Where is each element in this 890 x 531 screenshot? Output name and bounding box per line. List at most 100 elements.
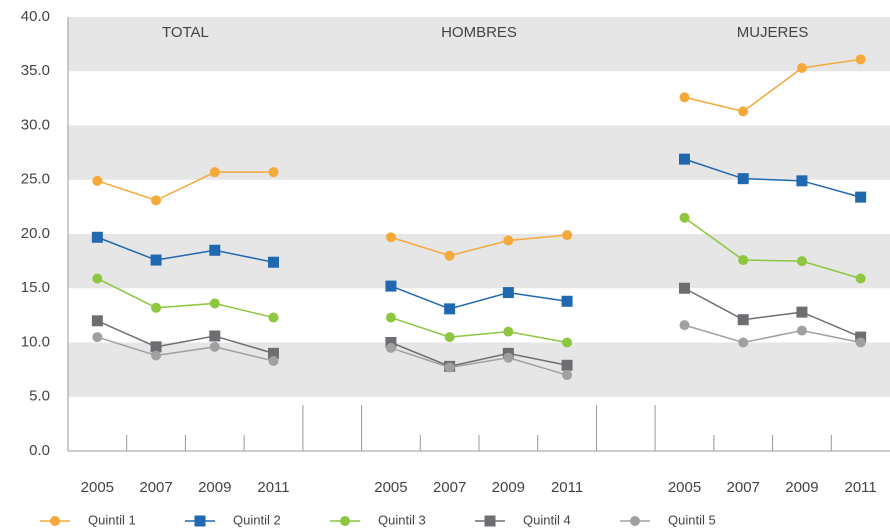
- point: [92, 273, 103, 284]
- legend-label: Quintil 2: [233, 512, 281, 527]
- point: [679, 320, 690, 331]
- x-tick-label: 2005: [81, 479, 114, 496]
- point: [562, 370, 573, 381]
- legend-marker: [50, 516, 60, 526]
- x-tick-label: 2007: [727, 479, 760, 496]
- point: [796, 62, 807, 73]
- point: [855, 54, 866, 65]
- point: [209, 330, 221, 342]
- point: [444, 362, 455, 373]
- grid-band: [68, 17, 890, 72]
- y-tick-label: 30.0: [21, 116, 50, 133]
- point: [209, 341, 220, 352]
- legend-marker: [340, 516, 350, 526]
- point: [502, 287, 514, 299]
- point: [737, 314, 749, 326]
- x-tick-label: 2011: [551, 479, 583, 496]
- x-tick-label: 2009: [198, 479, 231, 496]
- point: [385, 232, 396, 243]
- point: [385, 342, 396, 353]
- legend-label: Quintil 5: [668, 512, 716, 527]
- point: [679, 92, 690, 103]
- legend-marker: [630, 516, 640, 526]
- grid-band: [68, 234, 890, 289]
- point: [151, 195, 162, 206]
- group-label: TOTAL: [162, 24, 209, 41]
- legend-marker: [484, 515, 496, 527]
- point: [444, 250, 455, 261]
- series-line: [97, 324, 861, 376]
- point: [385, 337, 397, 348]
- point: [268, 312, 279, 323]
- point: [738, 337, 749, 348]
- point: [679, 282, 690, 294]
- y-tick-label: 5.0: [29, 388, 50, 405]
- point: [855, 273, 866, 284]
- point: [385, 280, 397, 292]
- point: [855, 331, 867, 343]
- grid-band: [68, 125, 890, 180]
- y-tick-label: 20.0: [21, 225, 50, 242]
- point: [855, 191, 867, 203]
- point: [503, 352, 514, 363]
- point: [268, 167, 279, 178]
- point: [679, 153, 690, 165]
- point: [385, 312, 396, 323]
- point: [91, 315, 103, 327]
- point: [92, 175, 103, 186]
- point: [738, 255, 749, 266]
- point: [679, 212, 690, 223]
- point: [151, 350, 162, 361]
- point: [268, 355, 279, 366]
- point: [561, 359, 573, 371]
- legend-marker: [194, 515, 206, 527]
- point: [796, 175, 808, 187]
- y-tick-label: 0.0: [29, 442, 50, 459]
- x-tick-label: 2009: [492, 479, 525, 496]
- point: [209, 244, 221, 256]
- point: [562, 230, 573, 241]
- series-line: [97, 158, 861, 310]
- point: [444, 332, 455, 343]
- x-tick-label: 2011: [845, 479, 877, 496]
- x-tick-label: 2007: [433, 479, 466, 496]
- y-tick-label: 15.0: [21, 279, 50, 296]
- point: [503, 326, 514, 337]
- legend-label: Quintil 3: [378, 512, 426, 527]
- point: [150, 254, 162, 266]
- y-tick-label: 35.0: [21, 62, 50, 79]
- x-tick-label: 2007: [139, 479, 172, 496]
- grid-band: [68, 342, 890, 397]
- series-line: [97, 58, 861, 257]
- series-line: [97, 217, 861, 344]
- y-tick-label: 10.0: [21, 333, 50, 350]
- series-line: [97, 287, 861, 368]
- y-tick-label: 25.0: [21, 171, 50, 188]
- x-tick-label: 2009: [785, 479, 818, 496]
- point: [268, 256, 279, 268]
- y-tick-label: 40.0: [21, 8, 50, 25]
- group-label: HOMBRES: [441, 24, 517, 41]
- point: [503, 235, 514, 246]
- point: [151, 302, 162, 313]
- point: [796, 256, 807, 267]
- group-label: MUJERES: [737, 24, 809, 41]
- point: [796, 306, 808, 318]
- x-tick-label: 2005: [668, 479, 701, 496]
- point: [91, 231, 103, 243]
- point: [855, 337, 866, 348]
- x-tick-label: 2011: [257, 479, 289, 496]
- point: [444, 303, 456, 315]
- point: [738, 106, 749, 117]
- point: [209, 167, 220, 178]
- legend-label: Quintil 4: [523, 512, 571, 527]
- point: [562, 337, 573, 348]
- point: [796, 325, 807, 336]
- x-tick-label: 2005: [374, 479, 407, 496]
- point: [268, 347, 279, 359]
- legend-label: Quintil 1: [88, 512, 136, 527]
- point: [209, 298, 220, 309]
- point: [737, 173, 749, 185]
- point: [92, 332, 103, 343]
